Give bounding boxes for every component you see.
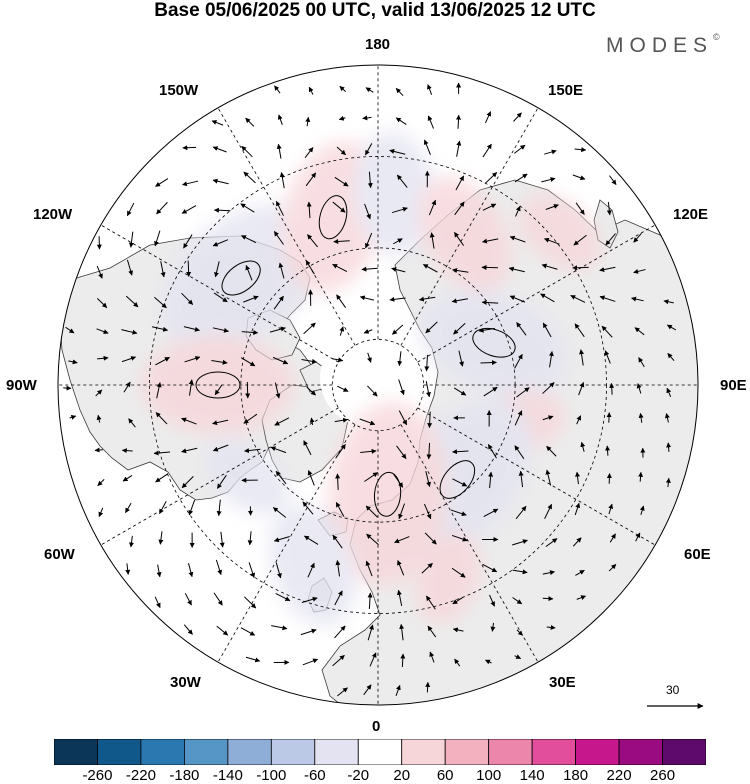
lon-label-120e: 120E — [673, 206, 708, 223]
wind-vector — [122, 450, 132, 451]
colorbar-tick-label: 220 — [607, 767, 632, 784]
colorbar-tick-label: 20 — [393, 767, 410, 784]
colorbar-tick-label: -180 — [169, 767, 199, 784]
lon-label-60e: 60E — [684, 546, 711, 563]
colorbar-tick-label: 100 — [476, 767, 501, 784]
colorbar-tick-label: 60 — [437, 767, 454, 784]
colorbar-swatch — [532, 739, 575, 765]
lon-label-30e: 30E — [549, 674, 576, 691]
colorbar-swatch — [445, 739, 488, 765]
lon-label-90e: 90E — [720, 377, 747, 394]
colorbar-swatch — [97, 739, 140, 765]
wind-vector — [609, 413, 610, 423]
lon-label-180: 180 — [365, 36, 390, 53]
lon-label-0: 0 — [372, 718, 380, 735]
colorbar-tick-label: -260 — [82, 767, 112, 784]
wind-vector — [543, 598, 553, 599]
reference-vector-label: 30 — [666, 683, 679, 697]
colorbar-tick-label: -220 — [126, 767, 156, 784]
colorbar-swatch — [619, 739, 662, 765]
wind-vector — [480, 362, 496, 363]
colorbar-swatch — [402, 739, 445, 765]
colorbar-swatch — [489, 739, 532, 765]
colorbar-swatch — [141, 739, 184, 765]
colorbar-tick-label: -60 — [304, 767, 326, 784]
colorbar-tick-label: 180 — [563, 767, 588, 784]
colorbar-swatch — [228, 739, 271, 765]
lon-label-150w: 150W — [159, 82, 198, 99]
colorbar-swatch — [315, 739, 358, 765]
wind-vector — [573, 267, 589, 268]
colorbar-tick-label: -100 — [256, 767, 286, 784]
lon-label-120w: 120W — [33, 206, 72, 223]
colorbar-swatch — [184, 739, 227, 765]
wind-vector — [668, 443, 669, 452]
colorbar-tick-label: 140 — [520, 767, 545, 784]
wind-vector — [611, 383, 612, 394]
colorbar-swatch — [358, 739, 401, 765]
lon-label-60w: 60W — [44, 546, 75, 563]
wind-vector — [188, 260, 189, 276]
colorbar-tick-label: -20 — [347, 767, 369, 784]
colorbar-swatch — [576, 739, 619, 765]
lon-label-150e: 150E — [548, 82, 583, 99]
colorbar-swatch — [54, 739, 97, 765]
wind-vector — [607, 446, 608, 456]
colorbar-tick-label: -140 — [213, 767, 243, 784]
colorbar — [54, 739, 706, 765]
colorbar-swatch — [663, 739, 706, 765]
wind-vector — [427, 682, 428, 692]
lon-label-30w: 30W — [170, 674, 201, 691]
colorbar-swatch — [271, 739, 314, 765]
lon-label-90w: 90W — [6, 377, 37, 394]
colorbar-tick-label: 260 — [650, 767, 675, 784]
